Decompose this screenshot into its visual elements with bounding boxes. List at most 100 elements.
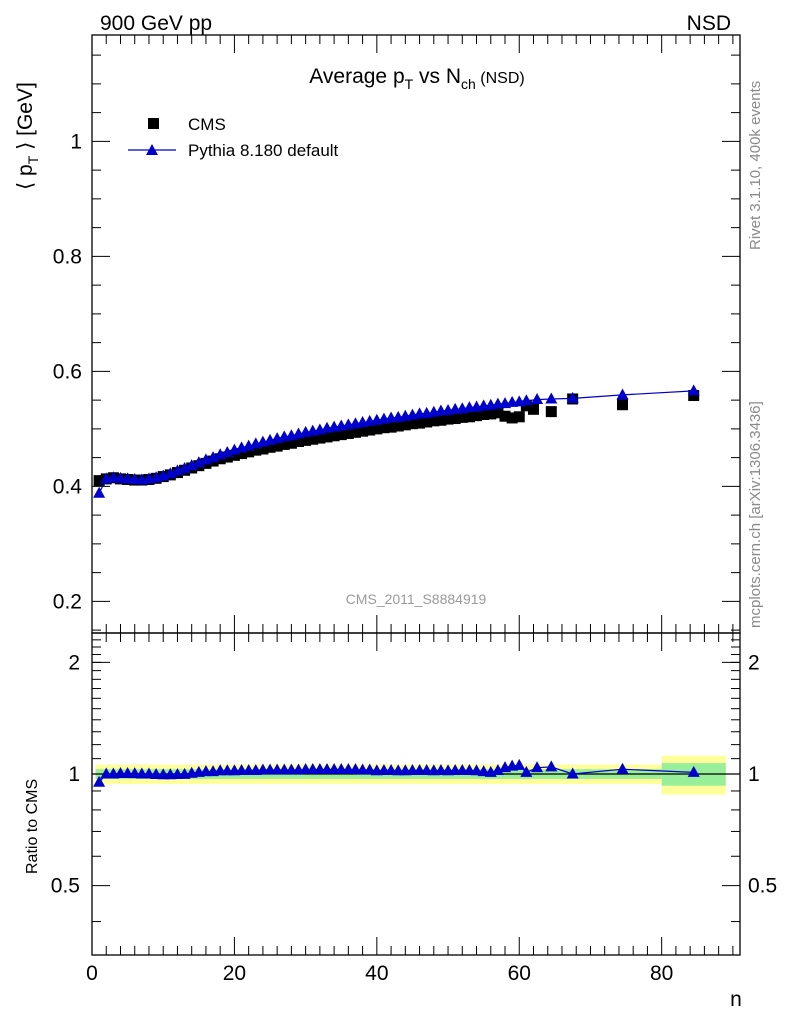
header-right: NSD xyxy=(687,12,731,35)
pythia-point xyxy=(616,388,629,400)
cms-point xyxy=(342,427,354,439)
cms-point xyxy=(285,437,297,449)
main-y-tick-label: 1 xyxy=(70,130,82,153)
main-y-ticks: 0.2 0.4 0.6 0.8 1 xyxy=(53,54,740,631)
main-y-axis-label: ⟨ pT ⟩ [GeV] xyxy=(14,82,41,190)
analysis-tag: CMS_2011_S8884919 xyxy=(346,591,487,607)
cms-point xyxy=(513,411,525,423)
cms-point xyxy=(414,417,426,429)
cms-point xyxy=(314,432,326,444)
cms-point xyxy=(250,444,262,456)
cms-point xyxy=(371,423,383,435)
pythia-point xyxy=(178,462,191,474)
cms-point xyxy=(485,408,497,420)
legend-cms-label: CMS xyxy=(188,115,226,134)
cms-point xyxy=(278,438,290,450)
cms-point xyxy=(456,411,468,423)
pythia-ratio-point xyxy=(520,765,533,777)
pythia-ratio-point xyxy=(93,775,106,787)
ratio-y-tick-label-right: 1 xyxy=(748,763,760,786)
pythia-point xyxy=(566,391,579,403)
main-y-tick-label: 0.8 xyxy=(53,245,82,268)
pythia-point xyxy=(185,459,198,471)
pythia-ratio-point xyxy=(545,760,558,772)
cms-point xyxy=(545,406,557,418)
cms-point xyxy=(392,420,404,432)
cms-point xyxy=(328,430,340,442)
ratio-y-tick-label: 0.5 xyxy=(51,875,80,898)
side-text-bottom: mcplots.cern.ch [arXiv:1306.3436] xyxy=(747,401,764,628)
ratio-x-ticks: 0 20 40 60 80 xyxy=(86,633,734,985)
ratio-y-tick-label: 1 xyxy=(68,763,80,786)
x-tick-label: 60 xyxy=(508,962,531,985)
cms-point xyxy=(406,418,418,430)
main-y-tick-label: 0.4 xyxy=(53,475,83,498)
cms-point xyxy=(236,448,248,460)
pythia-point xyxy=(207,451,220,463)
legend-pythia-marker xyxy=(146,144,158,155)
pythia-ratio-point xyxy=(531,761,544,773)
cms-point xyxy=(307,433,319,445)
pythia-point xyxy=(520,394,533,406)
pythia-ratio-point xyxy=(470,764,483,776)
cms-point xyxy=(471,410,483,422)
cms-point xyxy=(499,410,511,422)
cms-point xyxy=(463,411,475,423)
ratio-y-ticks: 0.5 0.5 1 1 2 2 xyxy=(51,639,777,923)
pythia-ratio-point xyxy=(566,767,579,779)
cms-point xyxy=(335,429,347,441)
side-text-top: Rivet 3.1.10, 400k events xyxy=(747,81,764,250)
cms-point xyxy=(399,419,411,431)
pythia-point xyxy=(545,392,558,404)
header-left: 900 GeV pp xyxy=(100,12,212,35)
x-tick-label: 40 xyxy=(365,962,388,985)
main-y-tick-label: 0.6 xyxy=(53,360,82,383)
main-y-tick-label: 0.2 xyxy=(53,590,82,613)
main-x-ticks xyxy=(91,35,734,633)
pythia-ratio-point xyxy=(513,758,526,770)
ratio-y-tick-label: 2 xyxy=(68,651,80,674)
cms-point xyxy=(293,436,305,448)
legend: CMS Pythia 8.180 default xyxy=(128,115,339,160)
cms-point xyxy=(688,390,700,402)
pythia-series xyxy=(93,384,700,498)
pythia-main-line xyxy=(98,390,694,494)
cms-point xyxy=(492,407,504,419)
cms-point xyxy=(378,422,390,434)
cms-point xyxy=(520,400,532,412)
pythia-ratio-point xyxy=(477,765,490,777)
pythia-point xyxy=(531,393,544,405)
main-panel: 0.2 0.4 0.6 0.8 1 Average pT vs Nch (NSD) ⟨ … xyxy=(14,34,741,634)
cms-point xyxy=(442,413,454,425)
pythia-point xyxy=(687,384,700,396)
x-tick-label: 0 xyxy=(86,962,98,985)
cms-point xyxy=(506,412,518,424)
ratio-y-tick-label-right: 0.5 xyxy=(748,875,777,898)
cms-point xyxy=(421,416,433,428)
cms-point xyxy=(385,421,397,433)
pythia-ratio-point xyxy=(363,763,376,775)
legend-cms-marker xyxy=(148,118,159,129)
cms-point xyxy=(435,414,447,426)
cms-point xyxy=(257,443,269,455)
cms-point xyxy=(93,475,105,487)
cms-point xyxy=(221,451,233,463)
pythia-point xyxy=(93,486,106,498)
cms-point xyxy=(478,409,490,420)
cms-point xyxy=(271,440,283,452)
cms-point xyxy=(449,413,461,425)
ratio-y-axis-label: Ratio to CMS xyxy=(24,779,41,874)
cms-point xyxy=(617,399,629,411)
cms-point xyxy=(349,426,361,438)
x-tick-label: 80 xyxy=(650,962,673,985)
pythia-point xyxy=(164,467,177,479)
cms-point xyxy=(264,441,276,453)
plot-title: Average pT vs Nch (NSD) xyxy=(309,65,524,92)
x-axis-label: n xyxy=(730,988,742,1011)
pythia-ratio-point xyxy=(687,765,700,777)
cms-point xyxy=(321,431,333,443)
cms-point xyxy=(364,424,376,436)
legend-pythia-label: Pythia 8.180 default xyxy=(188,141,339,160)
pythia-ratio-point xyxy=(491,763,504,775)
